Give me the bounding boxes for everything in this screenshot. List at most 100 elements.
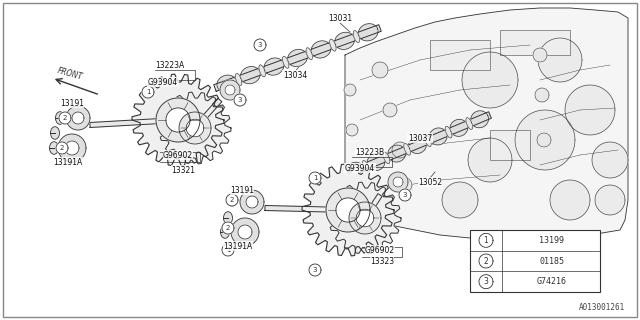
Polygon shape: [592, 142, 628, 178]
Polygon shape: [330, 39, 336, 51]
Polygon shape: [515, 110, 575, 170]
Polygon shape: [362, 161, 369, 172]
Polygon shape: [56, 142, 68, 154]
Polygon shape: [363, 194, 382, 220]
Polygon shape: [193, 98, 222, 130]
Polygon shape: [367, 154, 385, 171]
Polygon shape: [388, 145, 406, 162]
Polygon shape: [234, 94, 246, 106]
Polygon shape: [471, 111, 488, 128]
Polygon shape: [399, 189, 411, 201]
Polygon shape: [217, 75, 237, 92]
Text: FRONT: FRONT: [56, 67, 84, 82]
Text: 13199: 13199: [540, 236, 564, 245]
Polygon shape: [306, 48, 312, 60]
Ellipse shape: [223, 212, 232, 224]
Polygon shape: [356, 209, 374, 227]
Polygon shape: [142, 86, 154, 98]
Text: 1: 1: [484, 236, 488, 245]
Polygon shape: [246, 196, 258, 208]
Polygon shape: [383, 103, 397, 117]
Polygon shape: [265, 205, 348, 212]
Polygon shape: [344, 84, 356, 96]
Polygon shape: [538, 38, 582, 82]
Polygon shape: [336, 198, 360, 222]
Text: G96902: G96902: [365, 245, 395, 254]
Text: G93904: G93904: [345, 164, 375, 172]
Ellipse shape: [227, 194, 237, 206]
Polygon shape: [466, 118, 472, 130]
Text: 01185: 01185: [540, 257, 564, 266]
Text: 13323: 13323: [370, 258, 394, 267]
Text: 2: 2: [230, 197, 234, 203]
Polygon shape: [231, 218, 259, 246]
Polygon shape: [335, 32, 355, 50]
Polygon shape: [393, 177, 403, 187]
Polygon shape: [259, 65, 266, 77]
Polygon shape: [156, 98, 200, 142]
Polygon shape: [309, 172, 321, 184]
Ellipse shape: [51, 127, 60, 139]
Polygon shape: [388, 172, 408, 192]
Bar: [470, 230, 600, 292]
Text: 13031: 13031: [328, 13, 352, 22]
Polygon shape: [302, 164, 394, 256]
Text: 13191: 13191: [60, 99, 84, 108]
Polygon shape: [345, 8, 628, 240]
Polygon shape: [346, 162, 364, 179]
Polygon shape: [287, 49, 307, 67]
Polygon shape: [329, 182, 401, 254]
Bar: [500, 30, 570, 55]
Polygon shape: [179, 112, 211, 144]
Text: G74216: G74216: [537, 277, 567, 286]
Polygon shape: [398, 178, 412, 192]
Text: 3: 3: [237, 97, 243, 103]
Polygon shape: [226, 194, 238, 206]
Polygon shape: [429, 128, 447, 145]
Polygon shape: [468, 138, 512, 182]
Text: 13223A: 13223A: [156, 60, 184, 69]
Bar: [490, 130, 530, 160]
Polygon shape: [166, 108, 190, 132]
Polygon shape: [372, 62, 388, 78]
Text: 13321: 13321: [171, 165, 195, 174]
Polygon shape: [479, 233, 493, 247]
Text: 2: 2: [63, 115, 67, 121]
Text: 13037: 13037: [408, 133, 432, 142]
Polygon shape: [404, 143, 410, 155]
Polygon shape: [282, 56, 289, 68]
Polygon shape: [222, 222, 234, 234]
Polygon shape: [424, 135, 431, 147]
Polygon shape: [450, 119, 468, 136]
Polygon shape: [159, 92, 231, 164]
Text: 13034: 13034: [283, 70, 307, 79]
Polygon shape: [533, 48, 547, 62]
Text: 1: 1: [146, 89, 150, 95]
Text: 3: 3: [484, 277, 488, 286]
Polygon shape: [238, 225, 252, 239]
Text: 13052: 13052: [418, 178, 442, 187]
Polygon shape: [550, 180, 590, 220]
Polygon shape: [442, 182, 478, 218]
Polygon shape: [59, 112, 71, 124]
Bar: [430, 40, 490, 70]
Polygon shape: [90, 117, 178, 127]
Polygon shape: [383, 152, 390, 164]
Text: 3: 3: [313, 267, 317, 273]
Text: 2: 2: [484, 257, 488, 266]
Polygon shape: [132, 74, 224, 166]
Polygon shape: [326, 188, 370, 232]
Polygon shape: [214, 25, 381, 91]
Polygon shape: [595, 185, 625, 215]
Text: 3: 3: [403, 192, 407, 198]
Polygon shape: [254, 39, 266, 51]
Text: G96902: G96902: [163, 150, 193, 159]
Ellipse shape: [56, 112, 65, 124]
Text: 13191A: 13191A: [53, 157, 83, 166]
Polygon shape: [344, 112, 492, 178]
Polygon shape: [479, 254, 493, 268]
Polygon shape: [240, 190, 264, 214]
Polygon shape: [58, 134, 86, 162]
Polygon shape: [186, 119, 204, 137]
Polygon shape: [309, 264, 321, 276]
